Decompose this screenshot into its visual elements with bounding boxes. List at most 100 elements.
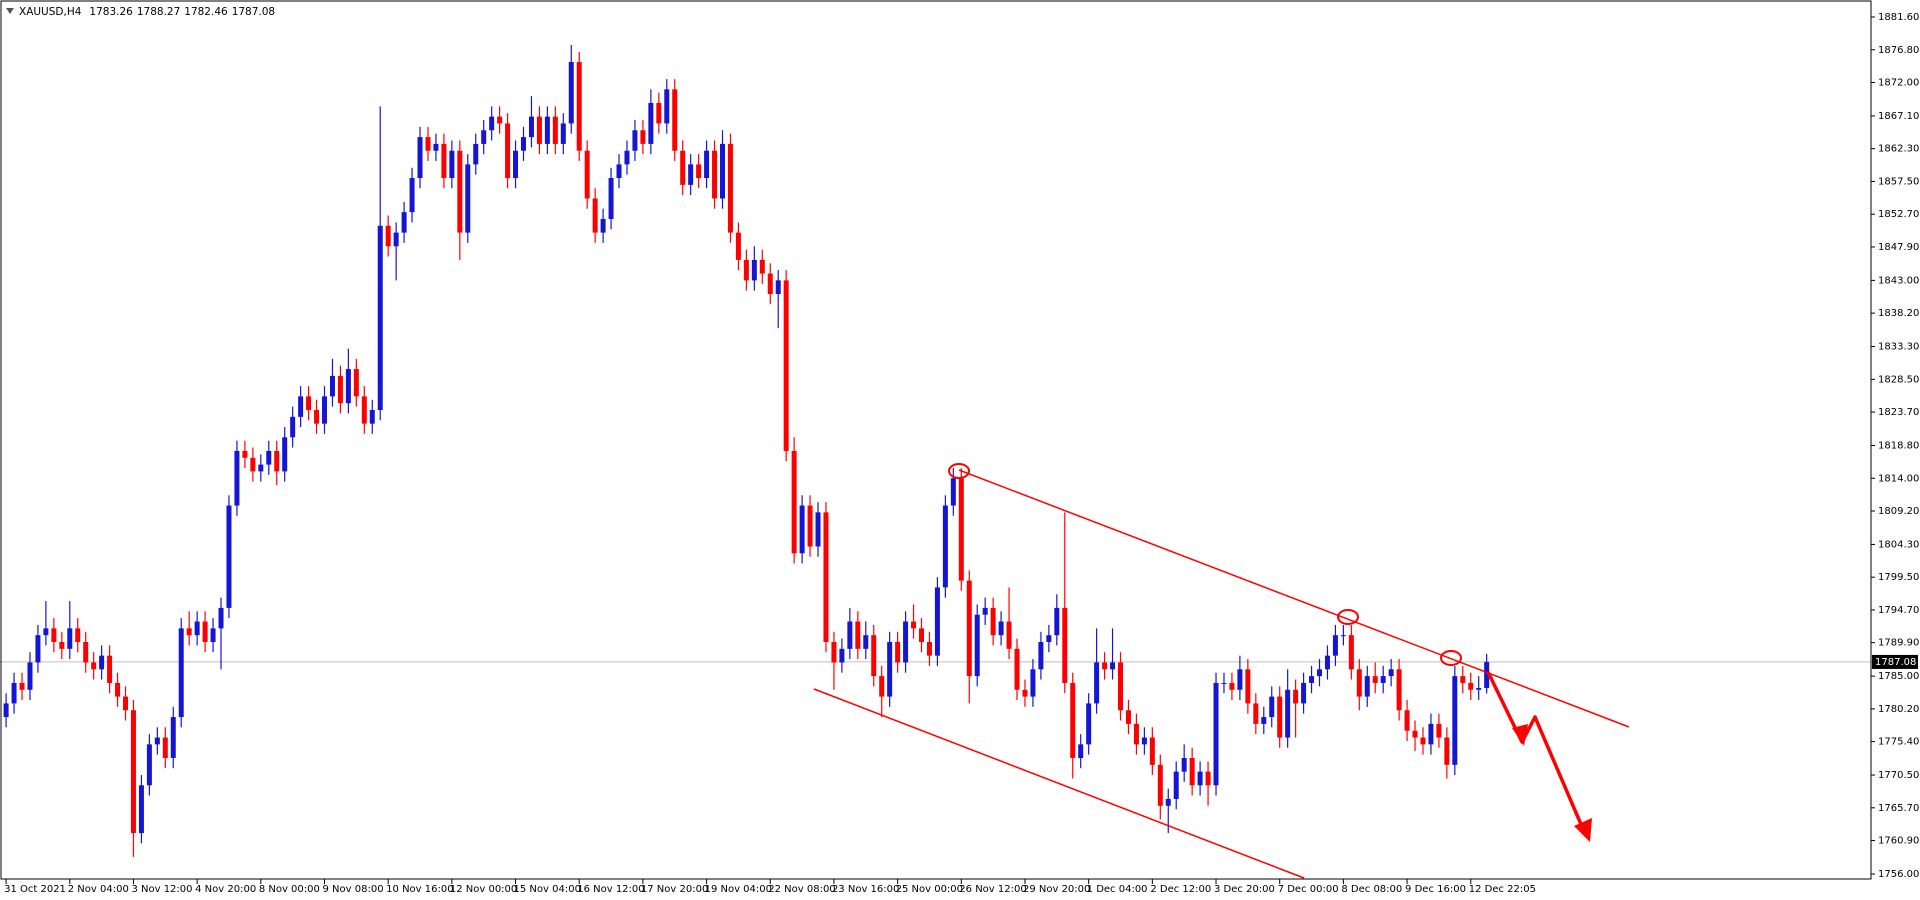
candle-body [584, 150, 590, 199]
chart-header: XAUUSD,H4 1783.26 1788.27 1782.46 1787.08 [19, 6, 275, 18]
x-tick-label: 1 Dec 04:00 [1087, 884, 1148, 895]
candle-body [1261, 717, 1267, 724]
candle-body [314, 410, 320, 424]
candle-body [59, 642, 65, 649]
candle-body [767, 273, 773, 295]
candle-body [1070, 682, 1076, 759]
y-tick-label: 1789.90 [1878, 638, 1919, 649]
y-tick-label: 1828.50 [1878, 374, 1919, 385]
candle-body [258, 464, 264, 472]
candle-body [759, 259, 765, 274]
candle-body [950, 478, 956, 506]
candle-body [1157, 764, 1163, 806]
candle-body [1062, 607, 1068, 683]
candle-body [43, 628, 49, 636]
candle-body [226, 505, 232, 608]
candle-body [27, 662, 33, 690]
candle-body [329, 375, 335, 397]
candle-body [751, 259, 757, 281]
candle-body [1484, 661, 1490, 688]
x-tick-label: 9 Nov 08:00 [323, 884, 384, 895]
candle-body [234, 450, 240, 506]
candle-body [1229, 682, 1235, 690]
x-tick-label: 29 Nov 20:00 [1023, 884, 1090, 895]
candle-body [123, 696, 128, 711]
candle-body [775, 280, 781, 295]
candles [3, 44, 1490, 857]
x-tick-label: 16 Nov 12:00 [577, 884, 644, 895]
candle-body [847, 621, 853, 649]
candle-body [919, 628, 924, 643]
candle-body [544, 116, 550, 144]
candle-body [879, 676, 885, 697]
arrow-head [1512, 724, 1528, 746]
candle-body [51, 628, 57, 643]
candle-body [560, 123, 566, 144]
x-tick-label: 12 Dec 22:05 [1469, 884, 1536, 895]
candle-body [783, 280, 789, 451]
candle-body [1444, 737, 1450, 765]
candle-body [1301, 682, 1307, 704]
y-tick-label: 1872.00 [1878, 78, 1919, 89]
annotations [813, 463, 1630, 879]
candle-body [1141, 737, 1147, 745]
y-tick-label: 1799.50 [1878, 572, 1919, 583]
candle-body [473, 143, 479, 165]
candle-body [35, 635, 41, 663]
candle-body [3, 703, 9, 718]
y-tick-label: 1867.10 [1878, 111, 1919, 122]
candle-body [632, 130, 638, 151]
candle-body [521, 137, 526, 151]
candle-body [441, 143, 447, 179]
upper-trend-line [958, 469, 1630, 728]
candle-body [1356, 669, 1362, 697]
candle-body [958, 478, 964, 581]
candle-body [568, 62, 574, 124]
candle-body [449, 150, 455, 179]
candle-body [154, 737, 160, 745]
candle-body [1022, 689, 1028, 697]
candle-body [1285, 689, 1291, 738]
candle-body [1102, 662, 1108, 670]
candle-body [1054, 607, 1060, 636]
candle-body [704, 150, 710, 179]
y-tick-label: 1843.00 [1878, 275, 1919, 286]
candle-body [616, 164, 622, 179]
candle-body [608, 178, 614, 219]
touch-circle [948, 463, 970, 479]
x-tick-label: 2 Nov 04:00 [68, 884, 129, 895]
y-tick-label: 1794.70 [1878, 605, 1919, 616]
candle-body [202, 621, 208, 643]
current-price-label: 1787.08 [1875, 657, 1916, 668]
candle-body [298, 396, 304, 417]
x-tick-label: 17 Nov 20:00 [641, 884, 708, 895]
candle-body [162, 737, 168, 759]
candle-body [1110, 662, 1116, 670]
x-tick-label: 23 Nov 16:00 [832, 884, 899, 895]
y-tick-label: 1862.30 [1878, 144, 1919, 155]
candle-body [210, 628, 216, 643]
candle-body [823, 512, 829, 643]
candle-body [130, 710, 136, 834]
candle-body [624, 150, 630, 165]
candle-body [1245, 669, 1251, 704]
candle-body [377, 225, 383, 411]
candle-body [1173, 771, 1179, 799]
candle-body [934, 587, 940, 656]
candle-body [337, 375, 343, 404]
candle-body [990, 607, 996, 636]
x-tick-label: 25 Nov 00:00 [896, 884, 963, 895]
candle-body [178, 628, 184, 718]
candle-body [1181, 758, 1187, 772]
candle-body [1460, 676, 1466, 683]
candle-body [361, 396, 367, 424]
candle-body [274, 450, 280, 472]
x-tick-label: 2 Dec 12:00 [1150, 884, 1211, 895]
candle-body [911, 621, 917, 629]
candle-body [1428, 723, 1434, 745]
candle-body [536, 116, 542, 144]
header-open: 1783.26 [89, 6, 133, 18]
candle-body [727, 143, 733, 233]
